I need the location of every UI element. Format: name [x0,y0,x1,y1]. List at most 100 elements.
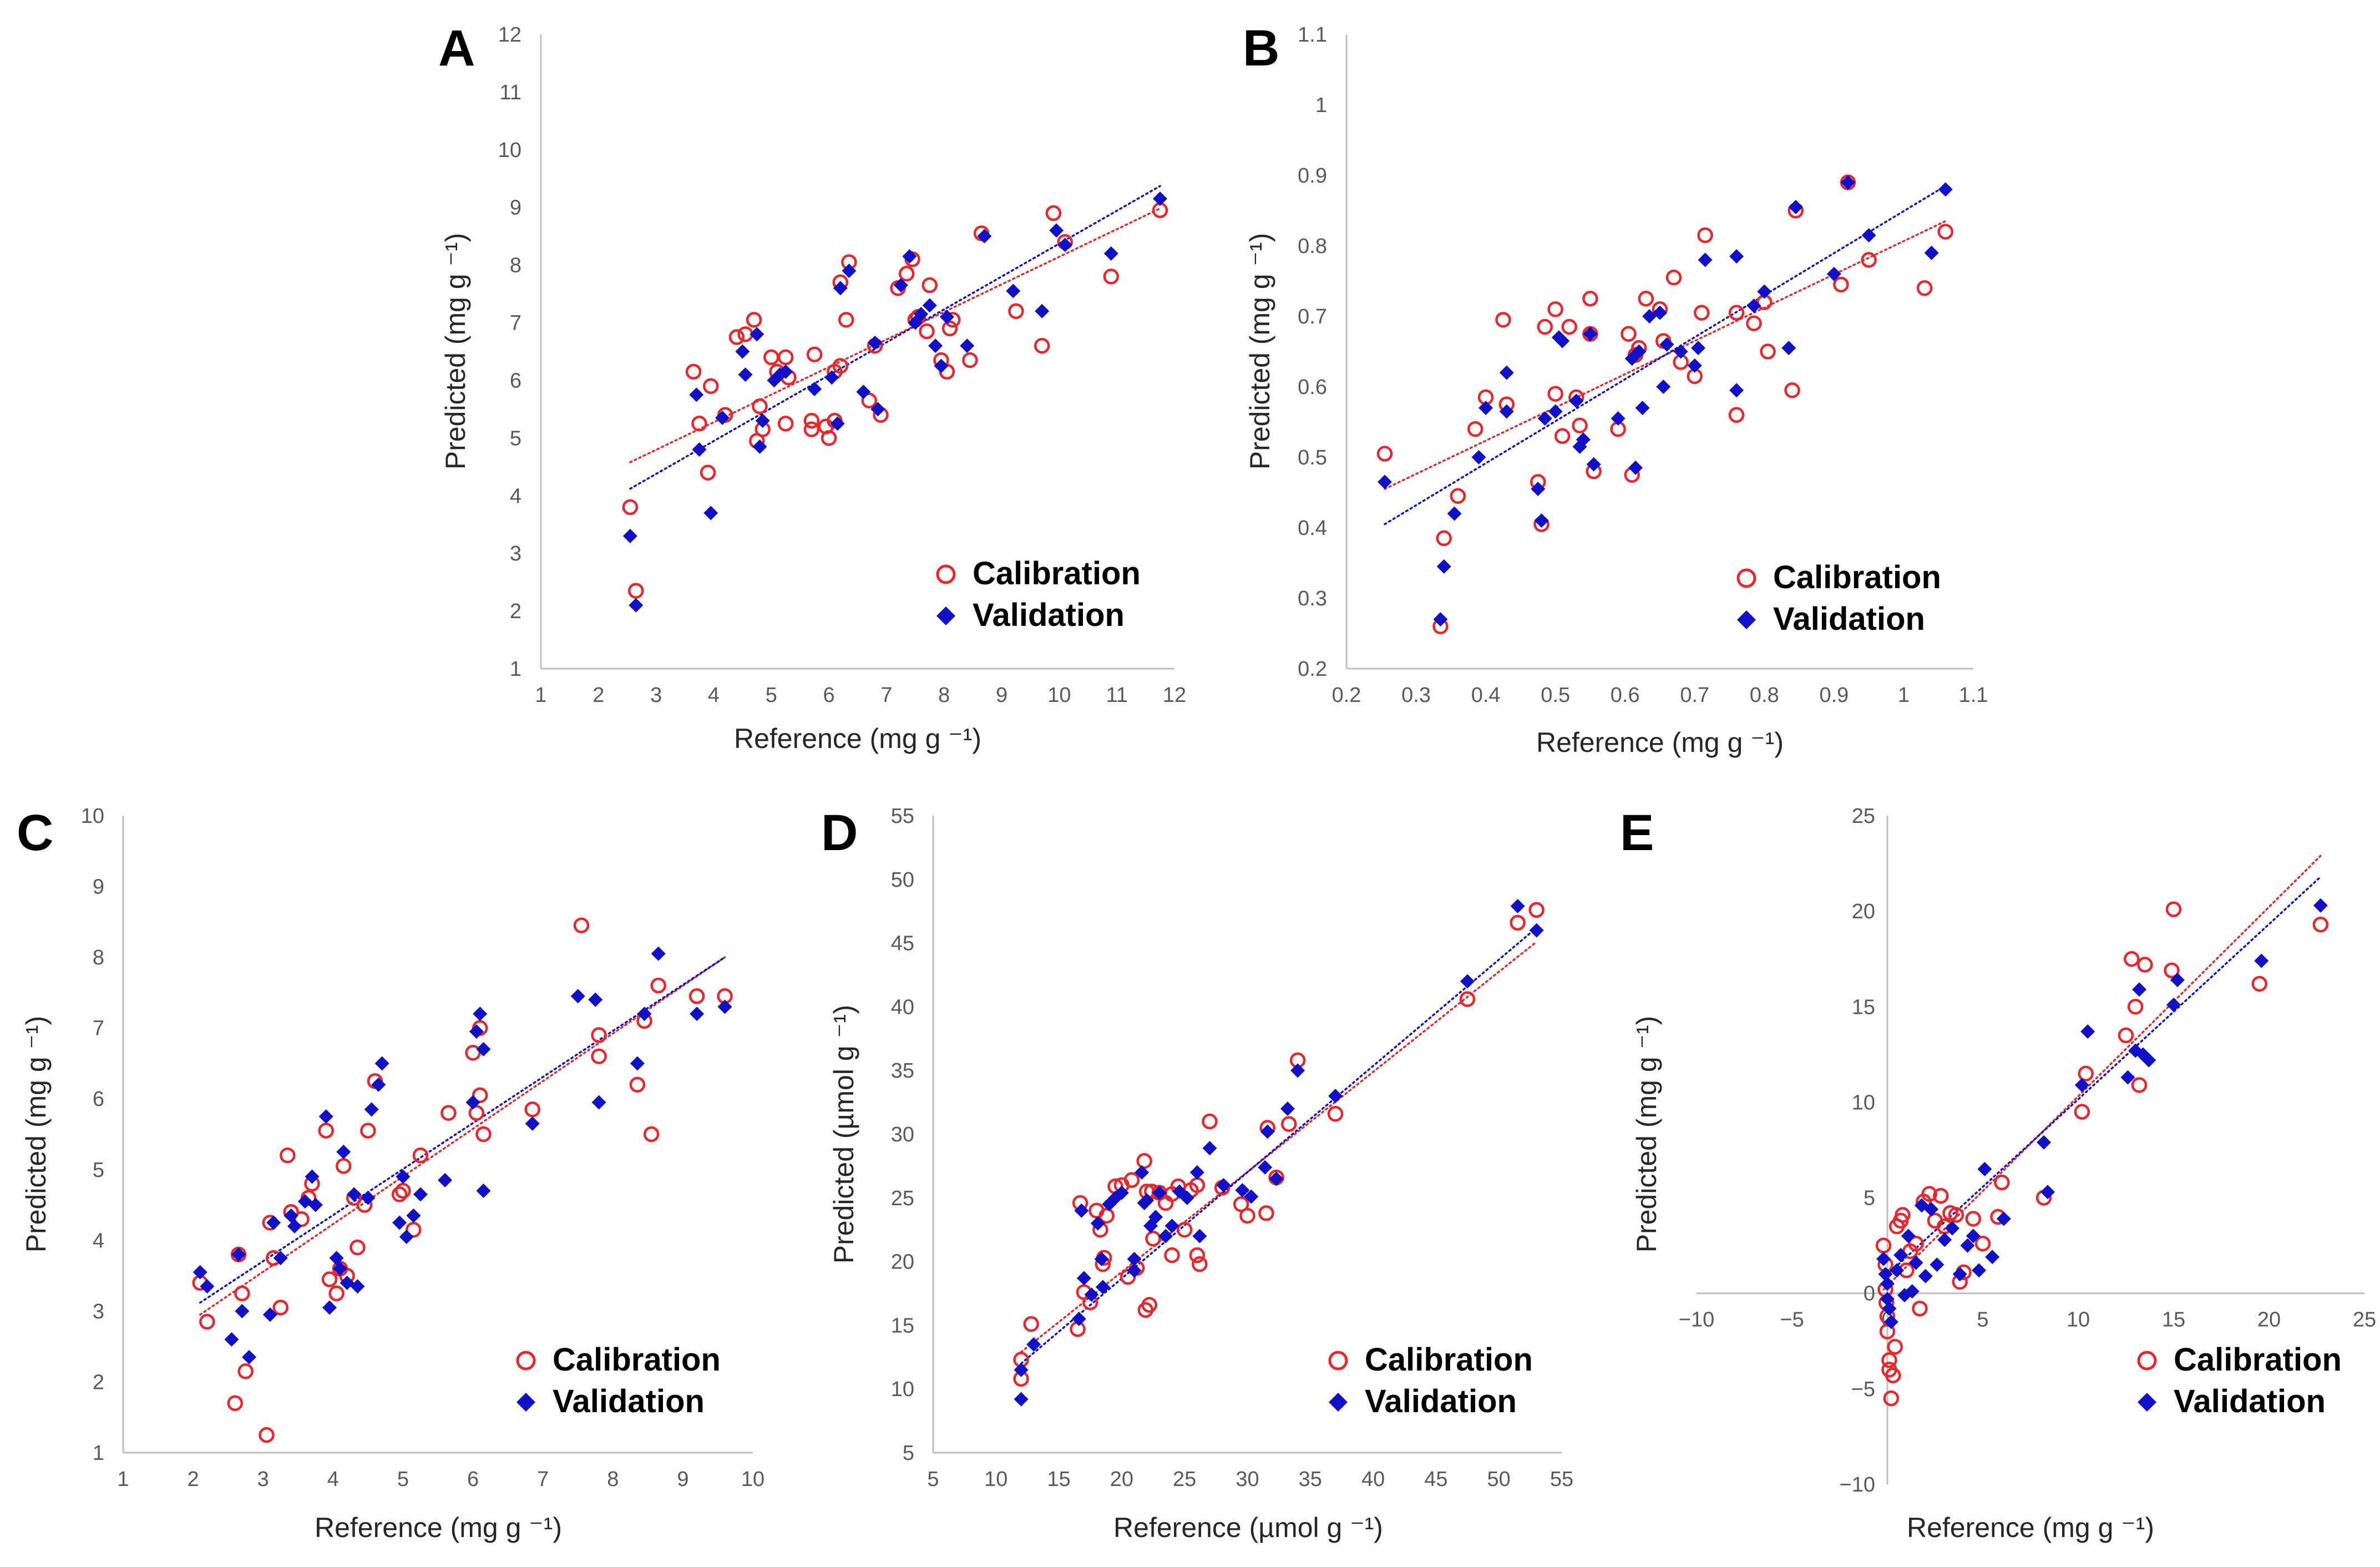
calibration-point [1875,1237,1892,1253]
y-tick-label: −5 [1851,1378,1875,1401]
validation-point [651,946,666,961]
validation-point [922,298,937,313]
y-tick-label: 5 [93,1159,104,1182]
validation-point [231,1247,246,1262]
legend-calibration-marker [1736,568,1756,588]
validation-point [1632,344,1647,359]
validation-point [1729,249,1744,264]
validation-point [2170,973,2185,988]
validation-point [1876,1251,1891,1266]
x-tick-label: 1 [1898,684,1910,707]
legend-validation-marker [1329,1393,1348,1412]
x-tick-label: 0.5 [1541,684,1570,707]
calibration-point [1450,488,1466,504]
calibration-point [1895,1207,1911,1223]
validation-point [1280,1101,1295,1116]
y-tick-label: 2 [510,600,521,623]
y-tick-label: 5 [510,427,521,450]
legend-validation-marker [2138,1393,2156,1412]
validation-point [1687,358,1702,373]
validation-point [1202,1141,1217,1156]
validation-point [2037,1135,2052,1150]
validation-point [1537,411,1552,426]
y-tick-label: 6 [510,369,521,392]
calibration-point [2164,962,2180,979]
x-tick-label: 4 [708,684,720,707]
x-axis-label: Reference (mg g ⁻¹) [315,1512,562,1543]
calibration-point [440,1105,457,1121]
x-tick-label: 45 [1424,1468,1447,1491]
legend-validation-marker [936,606,955,625]
validation-point [1095,1280,1110,1295]
validation-point [1569,393,1584,408]
x-tick-label: 55 [1550,1468,1573,1491]
y-tick-label: 7 [93,1017,104,1040]
x-tick-label: 5 [1977,1308,1988,1332]
calibration-point [1045,205,1062,221]
x-tick-label: 7 [880,684,892,707]
calibration-point [475,1126,492,1143]
validation-point [752,439,767,454]
validation-point [413,1187,428,1202]
calibration-point [777,349,794,366]
x-tick-label: 1.1 [1959,684,1988,707]
validation-point [856,385,871,400]
calibration-point [293,1211,310,1227]
validation-point [1673,344,1688,359]
calibration-point [1103,269,1120,285]
legend-calibration-label: Calibration [1365,1342,1533,1378]
calibration-point [468,1105,485,1121]
calibration-point [1202,1113,1218,1130]
x-tick-label: 25 [1173,1468,1196,1491]
calibration-point [1561,319,1578,335]
validation-point [2120,1070,2135,1085]
validation-point [1878,1267,1893,1282]
validation-point [1653,305,1667,320]
calibration-point [752,398,768,415]
calibration-point [1192,1256,1208,1272]
validation-point [2080,1024,2095,1039]
calibration-point [861,392,878,409]
validation-point [629,598,644,613]
x-tick-label: −10 [1679,1308,1714,1332]
trendline-calibration [1020,941,1538,1353]
validation-point [361,1190,376,1205]
legend-validation-label: Validation [553,1383,705,1419]
legend-validation-label: Validation [2174,1383,2326,1419]
calibration-point [406,1221,422,1238]
x-tick-label: 0.2 [1332,684,1361,707]
validation-point [473,1007,488,1022]
calibration-point [1885,1367,1901,1384]
calibration-point [1136,1152,1152,1169]
validation-point [622,529,637,544]
validation-point [1882,1301,1897,1316]
validation-point [242,1349,256,1364]
panel-a: 1 2 3 4 5 6 7 8 9 10 11 12123456789101112Reference … [438,20,1186,754]
validation-point [1103,246,1118,261]
validation-point [750,327,764,342]
legend-calibration-label: Calibration [553,1342,721,1378]
validation-point [336,1144,351,1159]
validation-point [868,335,883,350]
calibration-point [1994,1174,2010,1191]
y-tick-label: 10 [81,805,104,828]
x-tick-label: 15 [2162,1308,2185,1332]
calibration-point [1883,1390,1900,1407]
calibration-point [1145,1231,1161,1247]
calibration-point [391,1186,408,1202]
y-tick-label: 20 [891,1251,914,1274]
calibration-point [2074,1104,2090,1120]
calibration-point [1697,227,1713,244]
y-tick-label: 4 [93,1229,104,1252]
y-tick-label: 12 [498,23,521,47]
x-tick-label: 1 [117,1468,129,1491]
validation-point [1235,1183,1250,1198]
validation-point [1924,1202,1939,1217]
validation-point [1074,1203,1089,1218]
calibration-point [763,349,779,366]
y-tick-label: 3 [510,542,521,565]
y-tick-label: 6 [93,1088,104,1111]
validation-point [1781,341,1796,356]
calibration-point [821,430,837,446]
x-tick-label: −5 [1780,1308,1804,1332]
